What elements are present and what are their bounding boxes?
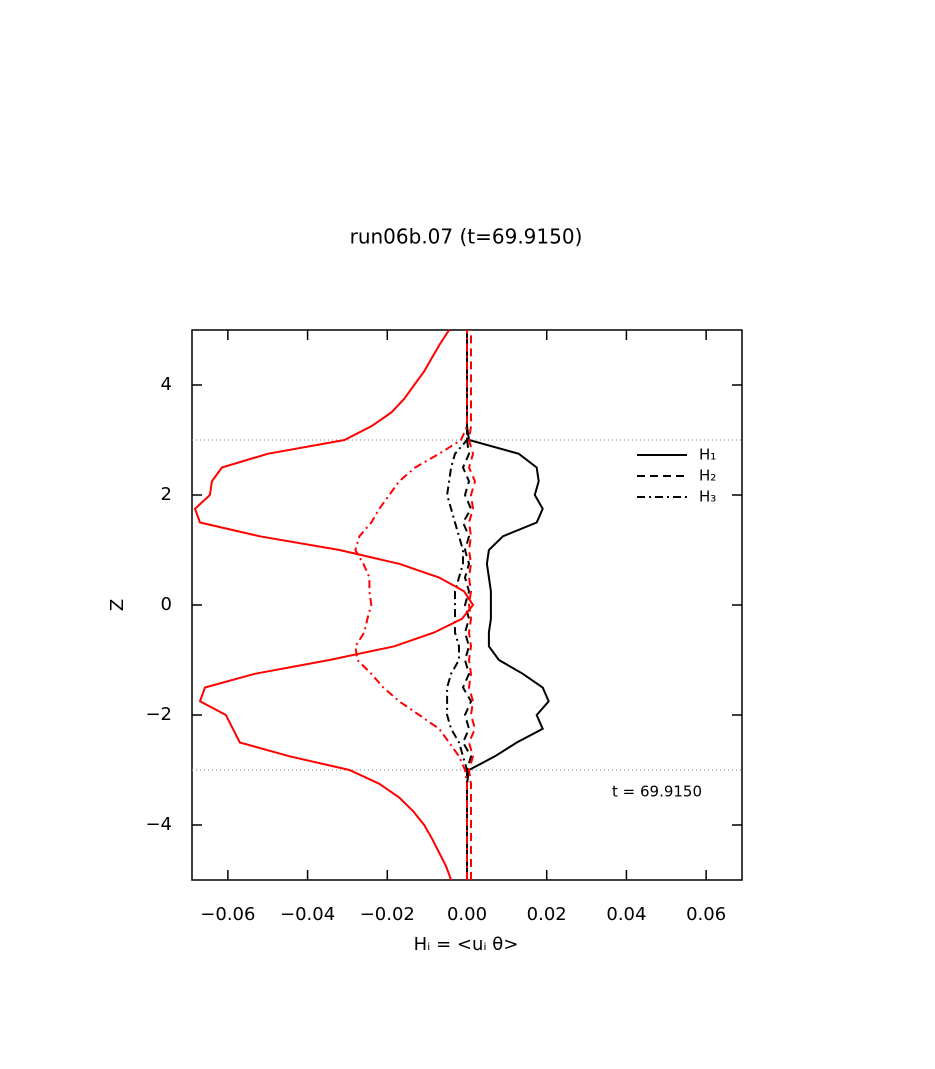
chart-title: run06b.07 (t=69.9150) bbox=[350, 225, 583, 249]
legend-label: H₁ bbox=[699, 446, 716, 464]
series-line bbox=[466, 330, 550, 880]
series-line bbox=[467, 330, 477, 880]
y-tick-label: −2 bbox=[145, 704, 172, 725]
y-tick-label: 0 bbox=[161, 594, 172, 615]
x-tick-label: 0.00 bbox=[447, 904, 487, 925]
x-tick-label: 0.06 bbox=[686, 904, 726, 925]
annotation: t = 69.9150 bbox=[612, 783, 702, 801]
x-tick-label: −0.06 bbox=[200, 904, 255, 925]
legend-label: H₃ bbox=[699, 488, 716, 506]
x-tick-label: −0.02 bbox=[360, 904, 415, 925]
x-tick-label: 0.04 bbox=[606, 904, 646, 925]
x-axis-label: Hᵢ = <uᵢ θ> bbox=[414, 934, 519, 955]
series-line bbox=[193, 329, 475, 881]
x-tick-label: 0.02 bbox=[527, 904, 567, 925]
y-axis-label: Z bbox=[107, 599, 128, 611]
series-line bbox=[354, 330, 468, 880]
y-tick-label: 2 bbox=[161, 484, 172, 505]
legend-label: H₂ bbox=[699, 467, 716, 485]
x-tick-label: −0.04 bbox=[280, 904, 335, 925]
y-tick-label: −4 bbox=[145, 814, 172, 835]
y-tick-label: 4 bbox=[161, 374, 172, 395]
